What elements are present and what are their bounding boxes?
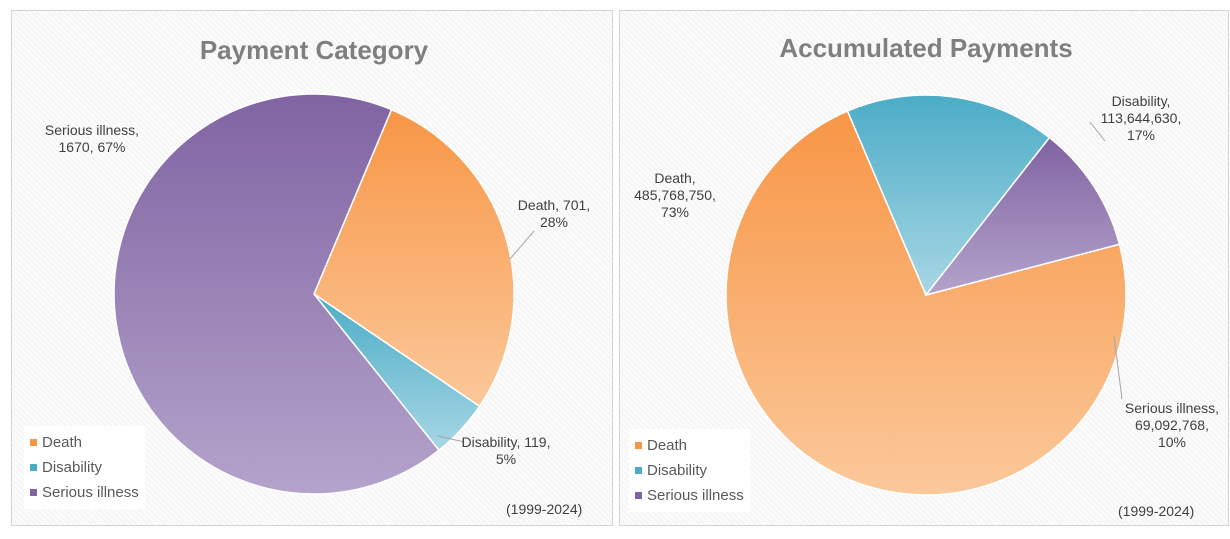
leader-line-disability	[1089, 121, 1106, 142]
accumulated-payments-period-note: (1999-2024)	[1118, 503, 1195, 519]
leader-line-death	[509, 230, 535, 260]
accumulated-payments-legend: Death Disability Serious illness	[629, 429, 750, 512]
legend-item-death: Death	[635, 433, 744, 458]
payment-category-period-note: (1999-2024)	[506, 501, 583, 517]
data-label-serious-illness: Serious illness, 69,092,768, 10%	[1125, 400, 1219, 450]
legend-swatch-death	[30, 439, 37, 446]
leader-line-disability	[437, 435, 465, 443]
payment-category-chart: Payment Category Death, 701, 28% Disability…	[11, 10, 613, 526]
payment-category-pie: Payment Category Death, 701, 28% Disability…	[45, 35, 590, 495]
pie-slice-death	[313, 108, 515, 408]
chart-title: Payment Category	[200, 35, 429, 65]
legend-label-serious-illness: Serious illness	[647, 487, 744, 504]
data-label-disability: Disability, 113,644,630, 17%	[1101, 93, 1182, 143]
legend-item-disability: Disability	[30, 455, 139, 480]
legend-item-disability: Disability	[635, 458, 744, 483]
pie-slice-serious-illness	[113, 93, 440, 495]
legend-label-death: Death	[42, 434, 83, 451]
legend-item-death: Death	[30, 430, 139, 455]
legend-swatch-serious-illness	[635, 492, 642, 499]
legend-item-serious-illness: Serious illness	[635, 483, 744, 508]
legend-swatch-death	[635, 442, 642, 449]
data-label-death: Death, 485,768,750, 73%	[634, 170, 716, 220]
data-label-death: Death, 701, 28%	[518, 197, 590, 230]
legend-swatch-disability	[635, 467, 642, 474]
legend-label-disability: Disability	[647, 462, 708, 479]
leader-line-serious-illness	[1113, 335, 1123, 400]
data-label-disability: Disability, 119, 5%	[462, 434, 551, 467]
accumulated-payments-pie: Accumulated Payments Death, 485,768,750, 73…	[634, 33, 1219, 496]
accumulated-payments-chart: Accumulated Payments Death, 485,768,750, 73…	[619, 10, 1229, 526]
legend-label-serious-illness: Serious illness	[42, 484, 139, 501]
data-label-serious-illness: Serious illness, 1670, 67%	[45, 122, 139, 155]
pie-slice-serious-illness	[924, 136, 1121, 297]
legend-label-death: Death	[647, 437, 688, 454]
legend-item-serious-illness: Serious illness	[30, 480, 139, 505]
legend-swatch-disability	[30, 464, 37, 471]
payment-category-legend: Death Disability Serious illness	[24, 426, 145, 509]
legend-label-disability: Disability	[42, 459, 103, 476]
legend-swatch-serious-illness	[30, 489, 37, 496]
pie-slice-disability	[846, 94, 1051, 297]
pie-slice-death	[725, 110, 1127, 496]
chart-title: Accumulated Payments	[779, 33, 1072, 63]
